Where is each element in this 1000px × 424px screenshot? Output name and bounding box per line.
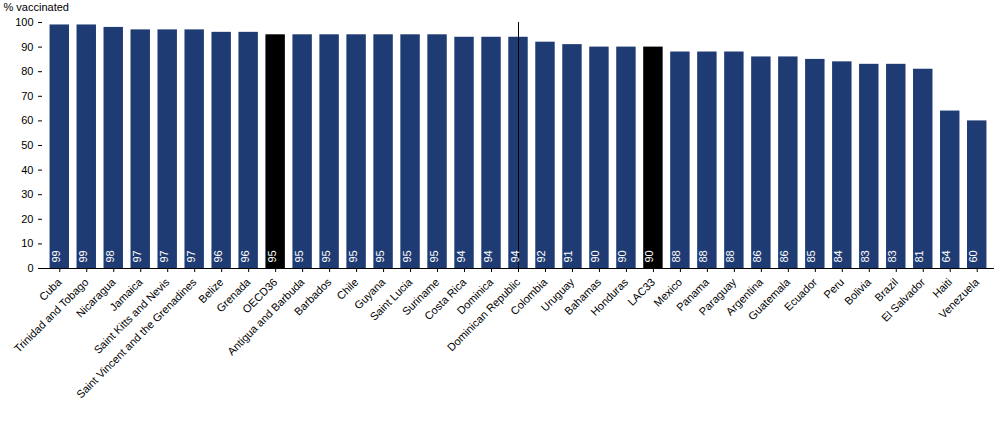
svg-text:95: 95 [347,250,359,262]
svg-text:99: 99 [50,250,62,262]
svg-text:97: 97 [185,250,197,262]
svg-text:91: 91 [562,250,574,262]
svg-text:88: 88 [670,250,682,262]
svg-text:30: 30 [21,188,33,200]
svg-text:94: 94 [455,250,467,262]
svg-text:Guyana: Guyana [351,275,388,312]
svg-text:Argentina: Argentina [723,275,766,318]
svg-text:97: 97 [131,250,143,262]
svg-text:60: 60 [21,114,33,126]
svg-text:83: 83 [886,250,898,262]
svg-text:Mexico: Mexico [651,275,685,309]
svg-text:Grenada: Grenada [213,275,253,315]
svg-text:Saint Lucia: Saint Lucia [367,275,415,323]
svg-text:88: 88 [697,250,709,262]
svg-text:El Salvador: El Salvador [879,276,927,324]
svg-text:99: 99 [77,250,89,262]
svg-text:94: 94 [509,250,521,262]
svg-text:LAC33: LAC33 [625,276,657,308]
svg-text:Colombia: Colombia [508,275,550,318]
svg-text:97: 97 [158,250,170,262]
svg-text:70: 70 [21,90,33,102]
svg-text:Paraguay: Paraguay [696,275,739,318]
svg-text:10: 10 [21,237,33,249]
svg-text:50: 50 [21,139,33,151]
svg-text:Peru: Peru [821,275,847,301]
svg-text:60: 60 [967,250,979,262]
svg-text:Venezuela: Venezuela [936,275,981,320]
svg-text:Guatemala: Guatemala [746,275,793,322]
svg-text:Chile: Chile [334,275,361,302]
svg-text:Dominican Republic: Dominican Republic [445,275,523,353]
svg-text:96: 96 [239,250,251,262]
svg-text:20: 20 [21,213,33,225]
svg-text:Ecuador: Ecuador [782,276,820,314]
svg-text:86: 86 [751,250,763,262]
svg-text:95: 95 [266,250,278,262]
svg-text:Antigua and Barbuda: Antigua and Barbuda [225,275,307,357]
svg-text:95: 95 [293,250,305,262]
svg-text:Suriname: Suriname [399,275,442,318]
svg-text:0: 0 [27,262,33,274]
svg-text:Cuba: Cuba [36,275,64,303]
svg-text:% vaccinated: % vaccinated [4,1,69,13]
svg-text:84: 84 [832,250,844,262]
svg-text:OECD36: OECD36 [239,275,280,316]
svg-text:95: 95 [428,250,440,262]
svg-text:90: 90 [589,250,601,262]
svg-text:95: 95 [401,250,413,262]
svg-text:92: 92 [535,250,547,262]
svg-text:90: 90 [643,250,655,262]
svg-text:83: 83 [859,250,871,262]
svg-text:Brazil: Brazil [872,275,901,304]
svg-text:Uruguay: Uruguay [538,275,577,314]
svg-text:Belize: Belize [195,275,226,306]
svg-text:90: 90 [616,250,628,262]
svg-text:Honduras: Honduras [588,275,631,318]
svg-text:95: 95 [320,250,332,262]
svg-text:Jamaica: Jamaica [107,275,145,314]
svg-text:80: 80 [21,65,33,77]
svg-text:Nicaragua: Nicaragua [74,275,119,320]
svg-text:64: 64 [940,250,952,262]
svg-text:98: 98 [104,250,116,262]
svg-text:Costa Rica: Costa Rica [421,275,469,323]
svg-text:Saint Kitts and Nevis: Saint Kitts and Nevis [91,275,172,356]
svg-text:100: 100 [15,16,33,28]
svg-text:81: 81 [913,250,925,262]
svg-text:90: 90 [21,41,33,53]
svg-text:88: 88 [724,250,736,262]
svg-text:86: 86 [778,250,790,262]
svg-text:Saint Vincent and the Grenadin: Saint Vincent and the Grenadines [74,275,199,400]
svg-text:Barbados: Barbados [292,275,334,317]
svg-text:96: 96 [212,250,224,262]
svg-text:Haiti: Haiti [930,276,954,300]
svg-text:85: 85 [805,250,817,262]
svg-text:Trinidad and Tobago: Trinidad and Tobago [11,275,91,355]
svg-text:40: 40 [21,164,33,176]
svg-text:Bahamas: Bahamas [562,275,604,318]
svg-text:Bolivia: Bolivia [842,275,874,307]
svg-text:94: 94 [482,250,494,262]
svg-text:Panama: Panama [673,275,712,314]
svg-text:95: 95 [374,250,386,262]
